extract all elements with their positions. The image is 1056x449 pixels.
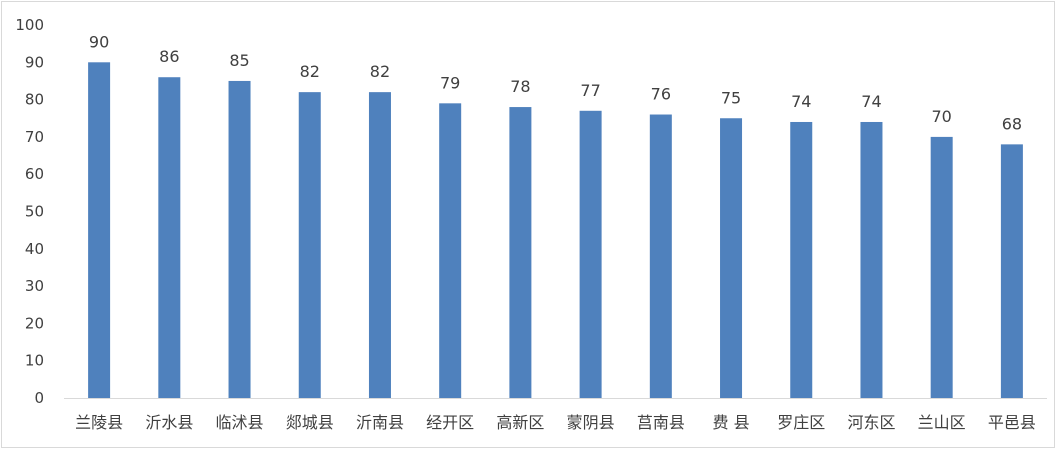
x-tick-label: 蒙阴县 <box>567 413 615 432</box>
bar <box>1000 144 1023 398</box>
bar <box>158 77 181 398</box>
x-tick-label: 沂水县 <box>145 413 193 432</box>
y-tick-label: 50 <box>25 203 44 221</box>
x-tick-label: 罗庄区 <box>777 413 825 432</box>
y-tick-label: 100 <box>15 16 44 34</box>
bar <box>298 92 321 398</box>
x-tick-label: 兰陵县 <box>75 413 123 432</box>
y-tick-label: 0 <box>34 389 44 407</box>
bar <box>228 80 251 398</box>
x-tick-label: 临沭县 <box>216 413 264 432</box>
data-label: 85 <box>229 51 249 70</box>
data-label: 68 <box>1002 114 1022 133</box>
bar <box>88 62 111 399</box>
bar <box>930 136 953 398</box>
y-tick-label: 10 <box>25 352 44 370</box>
x-tick-label: 兰山区 <box>918 413 966 432</box>
bars <box>88 62 1023 399</box>
data-label: 82 <box>370 62 390 81</box>
y-tick-label: 40 <box>25 240 44 258</box>
data-label: 77 <box>580 81 600 100</box>
bar <box>790 121 813 398</box>
bar <box>860 121 883 398</box>
x-tick-label: 高新区 <box>496 413 544 432</box>
y-tick-label: 60 <box>25 165 44 183</box>
data-label: 70 <box>931 107 951 126</box>
y-tick-label: 30 <box>25 277 44 295</box>
y-tick-label: 20 <box>25 314 44 332</box>
bar <box>509 107 532 398</box>
data-label: 74 <box>791 92 811 111</box>
x-tick-label: 经开区 <box>426 413 474 432</box>
data-label: 74 <box>861 92 881 111</box>
data-label: 75 <box>721 88 741 107</box>
data-label: 82 <box>300 62 320 81</box>
y-tick-label: 90 <box>25 53 44 71</box>
x-tick-label: 费 县 <box>712 413 749 432</box>
y-axis-ticks: 0 10 20 30 40 50 60 70 80 90 100 <box>15 16 44 407</box>
bar <box>439 103 462 398</box>
x-tick-label: 郯城县 <box>286 413 334 432</box>
y-tick-label: 70 <box>25 128 44 146</box>
x-axis-labels: 兰陵县 沂水县 临沭县 郯城县 沂南县 经开区 高新区 蒙阴县 莒南县 费 县 罗庄区 河东区 兰山区 平… <box>75 413 1036 432</box>
x-tick-label: 河东区 <box>847 413 895 432</box>
data-label: 76 <box>651 85 671 104</box>
x-tick-label: 沂南县 <box>356 413 404 432</box>
bar <box>579 110 602 398</box>
data-labels: 90 86 85 82 82 79 78 77 76 75 74 74 70 68 <box>89 32 1022 133</box>
data-label: 78 <box>510 77 530 96</box>
y-tick-label: 80 <box>25 91 44 109</box>
data-label: 86 <box>159 47 179 66</box>
bar <box>720 118 743 398</box>
bar <box>649 114 672 399</box>
x-tick-label: 莒南县 <box>637 413 685 432</box>
x-tick-label: 平邑县 <box>988 413 1036 432</box>
bar <box>368 92 391 398</box>
data-label: 79 <box>440 73 460 92</box>
data-label: 90 <box>89 32 109 51</box>
